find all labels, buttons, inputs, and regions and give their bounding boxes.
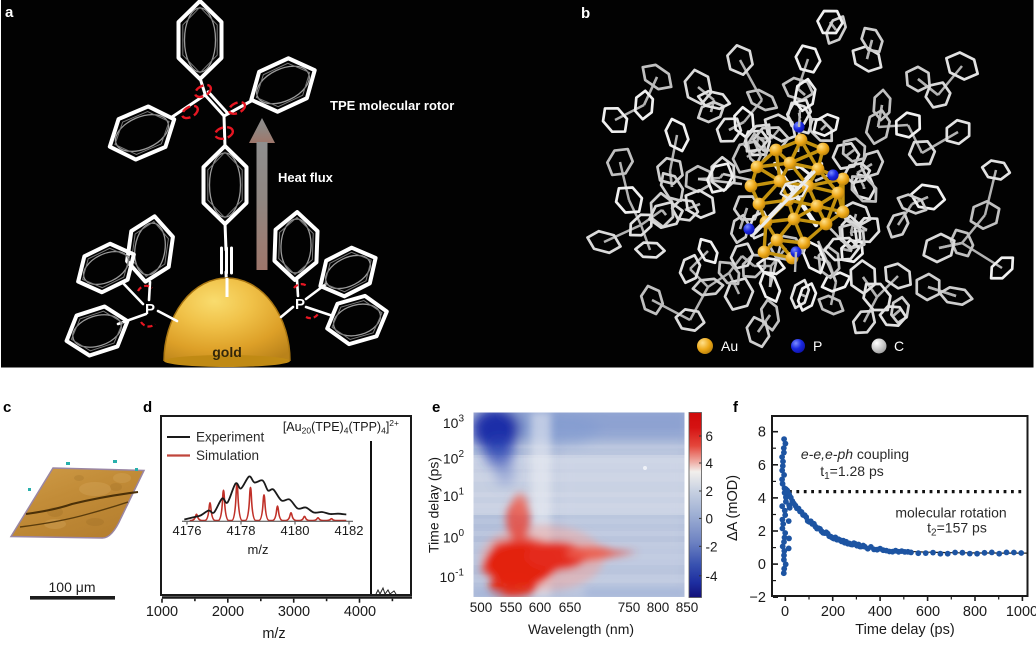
svg-text:0: 0 — [706, 511, 714, 526]
svg-text:TPE molecular rotor: TPE molecular rotor — [330, 98, 454, 113]
svg-text:gold: gold — [212, 344, 242, 360]
svg-text:4176: 4176 — [173, 523, 202, 538]
svg-text:Wavelength (nm): Wavelength (nm) — [528, 621, 634, 637]
svg-text:P: P — [295, 296, 305, 313]
svg-text:8: 8 — [758, 425, 766, 441]
svg-text:0: 0 — [781, 604, 789, 620]
svg-text:Simulation: Simulation — [196, 448, 259, 463]
svg-text:550: 550 — [500, 600, 523, 615]
svg-text:4: 4 — [706, 456, 714, 471]
svg-text:2: 2 — [706, 484, 714, 499]
svg-text:600: 600 — [529, 600, 552, 615]
svg-text:0: 0 — [758, 557, 766, 573]
svg-text:e-e,e-ph coupling: e-e,e-ph coupling — [801, 446, 909, 462]
svg-text:m/z: m/z — [248, 542, 269, 557]
svg-text:Au: Au — [721, 338, 738, 354]
svg-text:C: C — [894, 338, 904, 354]
svg-text:[Au20(TPE)4(TPP)4]2+: [Au20(TPE)4(TPP)4]2+ — [283, 418, 399, 436]
svg-text:t1=1.28 ps: t1=1.28 ps — [820, 463, 884, 482]
svg-text:Experiment: Experiment — [196, 430, 265, 445]
svg-text:650: 650 — [559, 600, 582, 615]
svg-text:f: f — [733, 399, 739, 416]
svg-text:4178: 4178 — [227, 523, 256, 538]
svg-text:b: b — [581, 5, 590, 22]
svg-text:P: P — [145, 301, 155, 318]
svg-text:a: a — [5, 4, 14, 21]
svg-text:400: 400 — [868, 604, 892, 620]
svg-text:4180: 4180 — [281, 523, 310, 538]
svg-text:-2: -2 — [706, 539, 718, 554]
svg-text:d: d — [143, 399, 152, 416]
svg-text:500: 500 — [470, 600, 493, 615]
svg-text:4: 4 — [758, 491, 766, 507]
svg-text:800: 800 — [647, 600, 670, 615]
svg-text:6: 6 — [706, 429, 714, 444]
svg-text:-4: -4 — [706, 569, 718, 584]
svg-text:−2: −2 — [749, 590, 766, 606]
svg-text:750: 750 — [618, 600, 641, 615]
svg-text:850: 850 — [676, 600, 699, 615]
svg-text:4000: 4000 — [344, 604, 376, 620]
svg-text:Time delay (ps): Time delay (ps) — [426, 457, 442, 553]
svg-text:Heat flux: Heat flux — [278, 170, 334, 185]
svg-text:m/z: m/z — [262, 626, 285, 642]
svg-text:ΔA (mOD): ΔA (mOD) — [725, 475, 741, 541]
svg-text:2000: 2000 — [212, 604, 244, 620]
svg-text:molecular rotation: molecular rotation — [895, 505, 1006, 521]
svg-text:Time delay (ps): Time delay (ps) — [855, 622, 954, 638]
svg-text:800: 800 — [963, 604, 987, 620]
svg-text:c: c — [3, 399, 11, 416]
svg-text:3000: 3000 — [278, 604, 310, 620]
svg-text:1000: 1000 — [146, 604, 178, 620]
svg-text:t2=157 ps: t2=157 ps — [927, 520, 987, 539]
svg-text:6: 6 — [758, 458, 766, 474]
svg-text:4182: 4182 — [335, 523, 364, 538]
svg-text:2: 2 — [758, 524, 766, 540]
svg-text:100 μm: 100 μm — [49, 579, 96, 595]
svg-text:200: 200 — [821, 604, 845, 620]
svg-text:P: P — [813, 338, 822, 354]
svg-text:1000: 1000 — [1006, 604, 1036, 620]
svg-text:600: 600 — [916, 604, 940, 620]
svg-text:e: e — [432, 399, 440, 416]
